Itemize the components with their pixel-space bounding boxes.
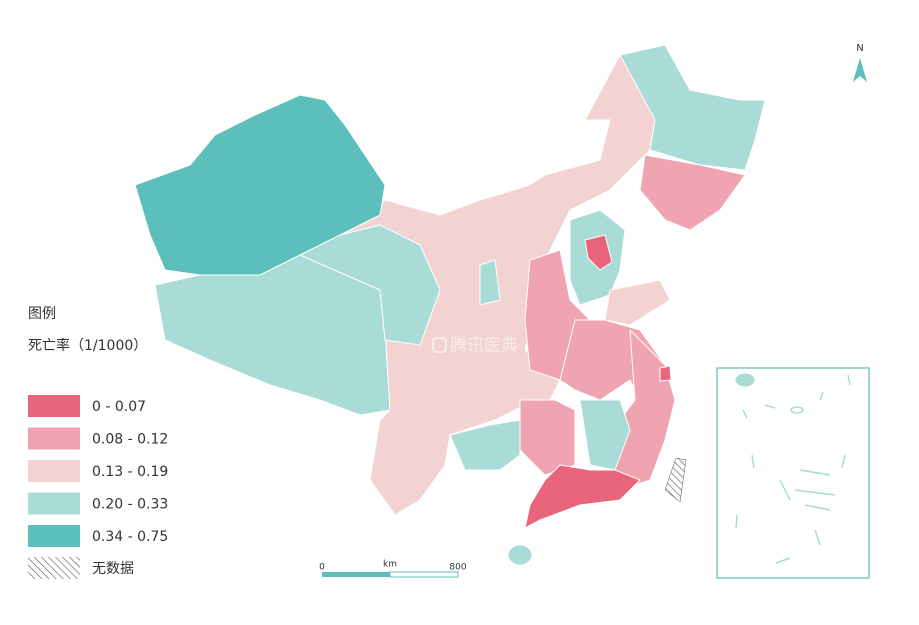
north-label: N <box>856 43 863 54</box>
scale-bar: 0 km 800 <box>319 560 467 578</box>
region-ningxia <box>479 259 501 306</box>
region-tibet <box>154 254 391 416</box>
legend-no-data-label: 无数据 <box>92 561 134 577</box>
inset-frame <box>716 367 870 579</box>
scale-unit: km <box>383 560 397 570</box>
region-xinjiang <box>134 94 386 276</box>
legend-label: 0.08 - 0.12 <box>92 432 168 448</box>
region-jiangxi <box>579 399 631 471</box>
region-liaoning <box>639 154 746 231</box>
inset-marks <box>735 374 851 564</box>
scale-start: 0 <box>319 563 325 573</box>
legend-label: 0.20 - 0.33 <box>92 497 168 513</box>
region-shanghai <box>659 365 672 382</box>
legend: 图例 死亡率（1/1000） 无数据 0 - 0.07 0.08 - 0.12 0.… <box>28 306 168 579</box>
region-qinghai <box>299 224 441 346</box>
watermark-text: 腾讯医典 <box>450 336 518 356</box>
region-guangdong <box>524 464 641 529</box>
legend-label: 0.34 - 0.75 <box>92 529 168 545</box>
scale-fill <box>322 572 390 577</box>
legend-title: 图例 <box>28 306 56 322</box>
legend-swatch <box>28 427 80 450</box>
region-hainan <box>507 544 533 566</box>
legend-subtitle: 死亡率（1/1000） <box>28 337 147 354</box>
scale-end: 800 <box>449 563 466 573</box>
region-taiwan <box>664 457 687 503</box>
region-northeast <box>619 44 766 171</box>
legend-swatch <box>28 395 80 417</box>
region-beijing-tianjin <box>584 234 613 271</box>
legend-label: 0.13 - 0.19 <box>92 464 168 480</box>
watermark: 腾讯医典 <box>432 336 518 356</box>
north-arrow-icon <box>853 58 867 82</box>
region-shandong <box>604 279 671 326</box>
south-sea-inset <box>716 367 870 579</box>
legend-swatch <box>28 525 80 547</box>
legend-label: 0 - 0.07 <box>92 399 146 415</box>
legend-swatch <box>28 492 80 515</box>
region-hunan <box>519 399 576 476</box>
inset-island <box>734 372 756 388</box>
region-guizhou <box>449 419 521 471</box>
scale-empty <box>389 571 459 578</box>
watermark-icon <box>432 337 447 353</box>
legend-no-data-swatch <box>28 557 80 579</box>
china-map <box>134 44 766 566</box>
north-arrow: N <box>853 43 867 82</box>
legend-swatch <box>28 460 80 482</box>
